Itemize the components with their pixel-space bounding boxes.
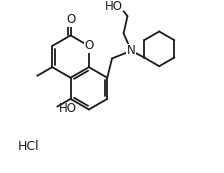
Text: HO: HO [59, 102, 77, 115]
Text: O: O [84, 39, 94, 52]
Text: N: N [127, 44, 136, 57]
Text: HO: HO [105, 0, 123, 13]
Text: HCl: HCl [18, 140, 39, 153]
Text: O: O [66, 13, 75, 26]
